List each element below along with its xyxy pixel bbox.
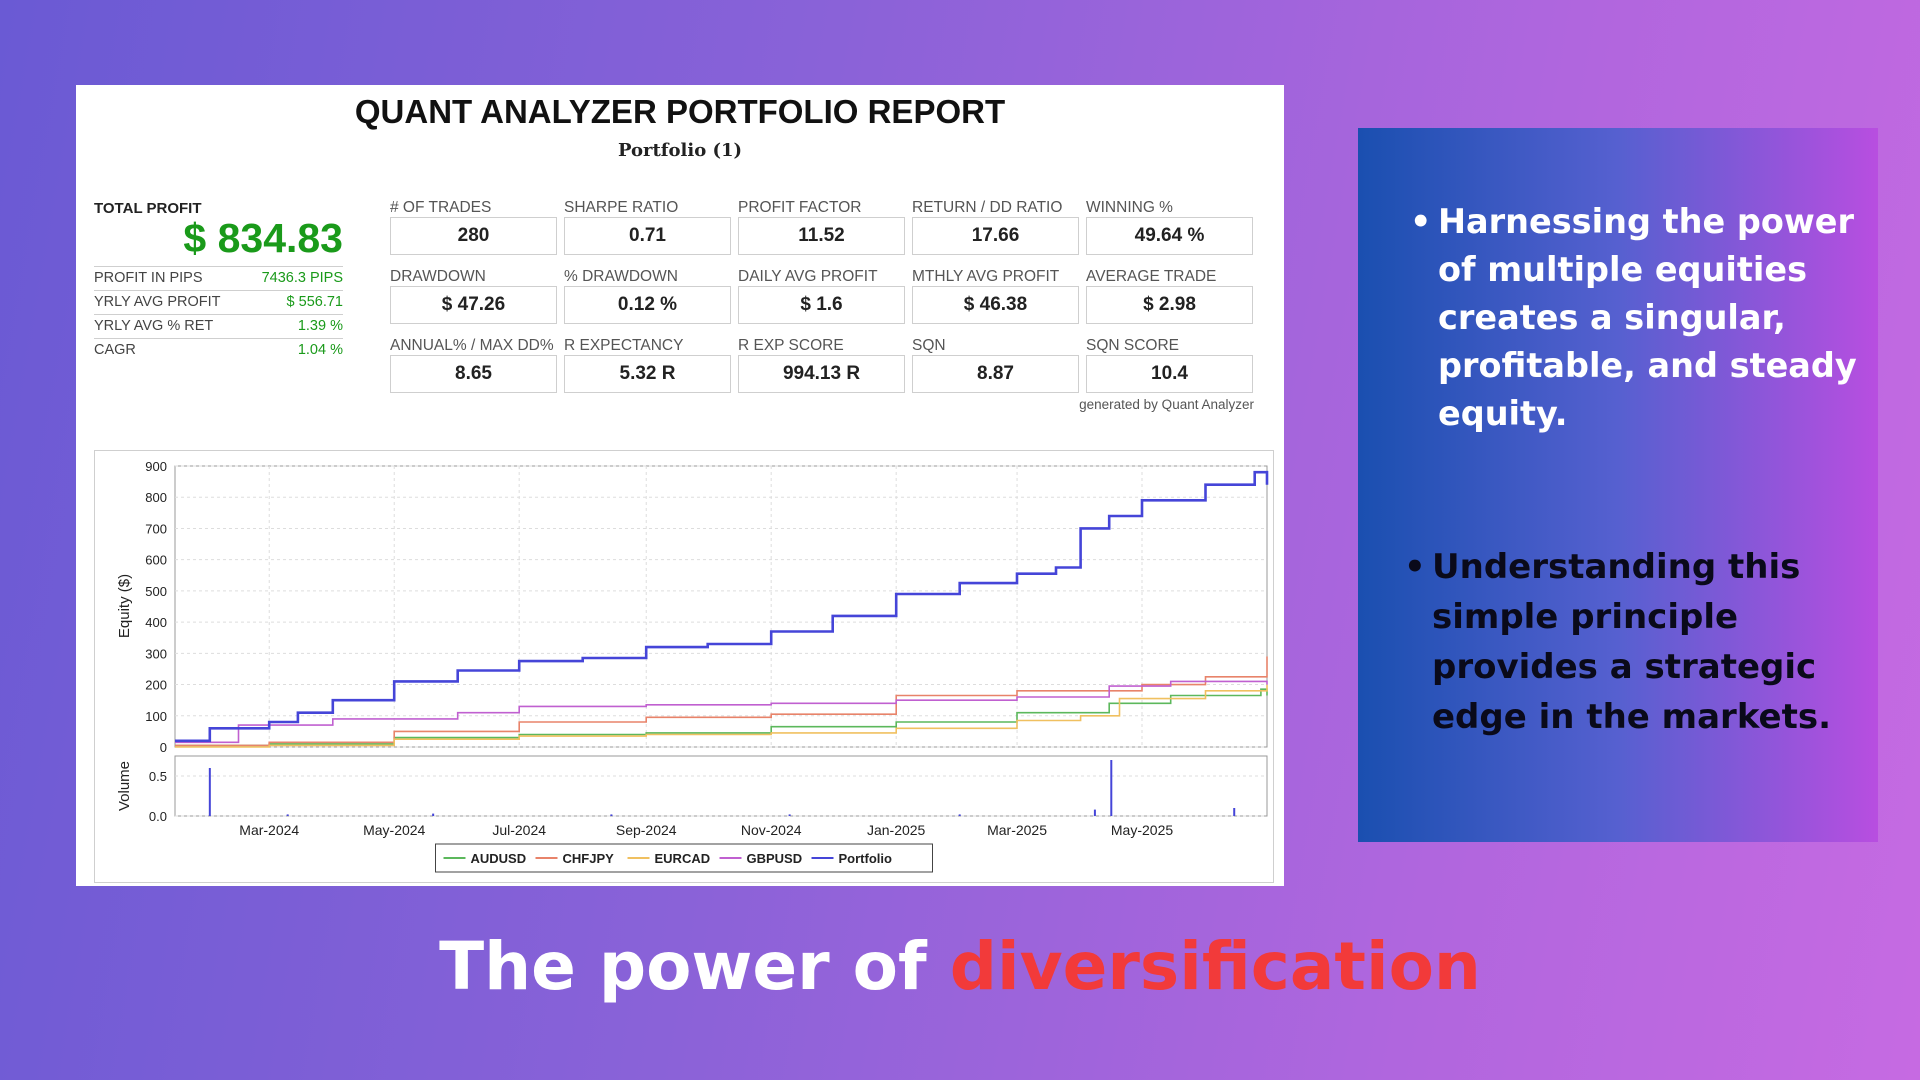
metric-label-drawdown: DRAWDOWN bbox=[390, 268, 486, 285]
side-stat-value: 7436.3 PIPS bbox=[261, 270, 343, 286]
headline: The power of diversification bbox=[0, 928, 1920, 1005]
metric-label-pct-drawdown: % DRAWDOWN bbox=[564, 268, 678, 285]
metric-label-average-trade: AVERAGE TRADE bbox=[1086, 268, 1217, 285]
bullet-text-2: Understanding this simple principle prov… bbox=[1432, 547, 1831, 737]
legend-label-chfjpy: CHFJPY bbox=[563, 851, 615, 866]
metric-value-sharpe: 0.71 bbox=[564, 217, 731, 255]
side-stat-label: PROFIT IN PIPS bbox=[94, 270, 203, 286]
side-stat-row: PROFIT IN PIPS 7436.3 PIPS bbox=[94, 266, 343, 290]
metric-label-annual-maxdd: ANNUAL% / MAX DD% bbox=[390, 337, 554, 354]
metric-label-sqn: SQN bbox=[912, 337, 946, 354]
headline-part-2: diversification bbox=[949, 928, 1481, 1005]
metric-value-winning: 49.64 % bbox=[1086, 217, 1253, 255]
bullet-dot: • bbox=[1410, 202, 1432, 241]
legend-label-eurcad: EURCAD bbox=[655, 851, 711, 866]
legend-label-portfolio: Portfolio bbox=[839, 851, 892, 866]
metric-label-sharpe: SHARPE RATIO bbox=[564, 199, 679, 216]
y-tick-label: 900 bbox=[145, 459, 167, 474]
metric-value-average-trade: $ 2.98 bbox=[1086, 286, 1253, 324]
y-tick-label: 200 bbox=[145, 678, 167, 693]
y-tick-label: 700 bbox=[145, 521, 167, 536]
y-tick-label: 800 bbox=[145, 490, 167, 505]
metric-label-profit-factor: PROFIT FACTOR bbox=[738, 199, 862, 216]
metric-value-profit-factor: 11.52 bbox=[738, 217, 905, 255]
series-line-gbpusd bbox=[175, 680, 1268, 744]
side-stat-value: 1.04 % bbox=[297, 342, 343, 358]
legend-label-audusd: AUDUSD bbox=[471, 851, 527, 866]
metric-value-r-expectancy: 5.32 R bbox=[564, 355, 731, 393]
volume-tick-label: 0.0 bbox=[149, 809, 167, 824]
x-tick-label: May-2025 bbox=[1111, 822, 1173, 838]
metric-value-pct-drawdown: 0.12 % bbox=[564, 286, 731, 324]
metric-label-winning: WINNING % bbox=[1086, 199, 1173, 216]
info-panel: • Harnessing the power of multiple equit… bbox=[1358, 128, 1878, 842]
side-stat-value: $ 556.71 bbox=[286, 294, 343, 310]
metric-label-r-exp-score: R EXP SCORE bbox=[738, 337, 844, 354]
metric-label-mthly-avg: MTHLY AVG PROFIT bbox=[912, 268, 1060, 285]
volume-tick-label: 0.5 bbox=[149, 769, 167, 784]
y-tick-label: 0 bbox=[160, 740, 167, 755]
metric-value-trades: 280 bbox=[390, 217, 557, 255]
metric-value-mthly-avg: $ 46.38 bbox=[912, 286, 1079, 324]
total-profit-value: $ 834.83 bbox=[183, 215, 343, 261]
bullet-dot: • bbox=[1404, 547, 1426, 587]
side-stat-label: YRLY AVG % RET bbox=[94, 318, 214, 334]
volume-plot-area bbox=[174, 755, 1268, 817]
x-tick-label: Mar-2024 bbox=[239, 822, 299, 838]
metric-value-sqn-score: 10.4 bbox=[1086, 355, 1253, 393]
side-stat-row: YRLY AVG PROFIT $ 556.71 bbox=[94, 290, 343, 314]
side-stat-row: YRLY AVG % RET 1.39 % bbox=[94, 314, 343, 338]
metric-label-daily-avg: DAILY AVG PROFIT bbox=[738, 268, 878, 285]
side-stat-label: CAGR bbox=[94, 342, 136, 358]
metric-value-sqn: 8.87 bbox=[912, 355, 1079, 393]
metric-value-r-exp-score: 994.13 R bbox=[738, 355, 905, 393]
portfolio-report: QUANT ANALYZER PORTFOLIO REPORT Portfoli… bbox=[76, 85, 1284, 886]
side-stat-label: YRLY AVG PROFIT bbox=[94, 294, 221, 310]
metric-value-return-dd: 17.66 bbox=[912, 217, 1079, 255]
metric-value-daily-avg: $ 1.6 bbox=[738, 286, 905, 324]
x-tick-label: Jul-2024 bbox=[492, 822, 546, 838]
metric-value-annual-maxdd: 8.65 bbox=[390, 355, 557, 393]
metric-label-sqn-score: SQN SCORE bbox=[1086, 337, 1180, 354]
metric-label-trades: # OF TRADES bbox=[390, 199, 492, 216]
metric-label-return-dd: RETURN / DD RATIO bbox=[912, 199, 1063, 216]
x-tick-label: May-2024 bbox=[363, 822, 425, 838]
y-tick-label: 100 bbox=[145, 709, 167, 724]
y-tick-label: 600 bbox=[145, 553, 167, 568]
equity-chart: 0 100 200 300 400 500 600 700 800 900 Equity ($) 0.… bbox=[116, 459, 1269, 873]
series-line-portfolio bbox=[175, 470, 1269, 743]
generated-by-note: generated by Quant Analyzer bbox=[1079, 397, 1254, 412]
x-tick-label: Jan-2025 bbox=[867, 822, 926, 838]
x-tick-label: Sep-2024 bbox=[616, 822, 677, 838]
metric-label-r-expectancy: R EXPECTANCY bbox=[564, 337, 684, 354]
side-stat-row: CAGR 1.04 % bbox=[94, 338, 343, 362]
equity-chart-frame: 0 100 200 300 400 500 600 700 800 900 Equity ($) 0.… bbox=[94, 450, 1274, 883]
report-title: QUANT ANALYZER PORTFOLIO REPORT bbox=[354, 93, 1006, 130]
report-subtitle: Portfolio (1) bbox=[617, 140, 743, 161]
y-tick-label: 300 bbox=[145, 646, 167, 661]
chart-legend bbox=[435, 843, 933, 873]
y-tick-label: 400 bbox=[145, 615, 167, 630]
bullet-text-1: Harnessing the power of multiple equitie… bbox=[1438, 202, 1857, 433]
y-tick-label: 500 bbox=[145, 584, 167, 599]
headline-part-1: The power of bbox=[439, 928, 950, 1005]
legend-label-gbpusd: GBPUSD bbox=[747, 851, 803, 866]
side-stat-value: 1.39 % bbox=[297, 318, 343, 334]
total-profit-label: TOTAL PROFIT bbox=[94, 200, 202, 217]
series-line-eurcad bbox=[175, 684, 1268, 748]
x-tick-label: Nov-2024 bbox=[741, 822, 802, 838]
volume-axis-label: Volume bbox=[116, 761, 133, 811]
metric-value-drawdown: $ 47.26 bbox=[390, 286, 557, 324]
x-tick-label: Mar-2025 bbox=[987, 822, 1047, 838]
y-axis-label: Equity ($) bbox=[116, 574, 133, 638]
